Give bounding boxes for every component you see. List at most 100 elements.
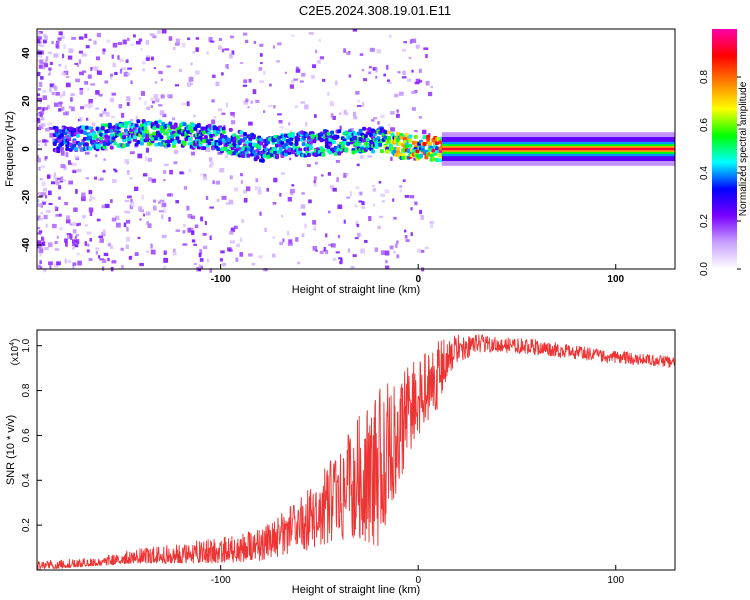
spectrogram-cell	[313, 225, 316, 230]
spectrogram-cell	[329, 103, 335, 107]
spectrogram-cell	[40, 110, 45, 115]
spectrogram-cell	[107, 257, 110, 262]
spectrogram-cell	[216, 198, 220, 202]
spectrogram-cell	[311, 74, 315, 79]
spectrogram-cell	[236, 243, 240, 248]
spectrogram-cell	[149, 33, 155, 37]
spectrogram-cell	[209, 235, 212, 241]
spectrogram-cell	[209, 40, 215, 43]
spectrogram-cell	[146, 250, 149, 253]
spectrogram-cell	[243, 79, 248, 84]
spectrogram-cell	[79, 87, 84, 90]
spectrogram-cell	[96, 70, 102, 75]
colorbar-ticks: 0.0 0.2 0.4 0.6 0.8	[699, 70, 741, 276]
spectrogram-cell	[100, 126, 105, 131]
spectrogram-cell	[343, 172, 347, 178]
spectrogram-cell	[163, 265, 167, 270]
spectrogram-cell	[72, 140, 77, 145]
spectrogram-cell	[278, 119, 283, 124]
spectrogram-cell	[147, 223, 152, 228]
spectrogram-cell	[305, 121, 308, 127]
spectrogram-cell	[75, 133, 80, 138]
spectrogram-cell	[410, 232, 413, 236]
spectrogram-cell	[301, 192, 305, 195]
spectrogram-cell	[121, 264, 124, 270]
spectrogram-cell	[385, 260, 388, 264]
spectrogram-cell	[140, 48, 143, 51]
spectrogram-cell	[387, 79, 391, 83]
spectrogram-cell	[168, 36, 173, 41]
spectrogram-cell	[51, 92, 55, 96]
spectrogram-cell	[129, 204, 133, 210]
spectrogram-cell	[425, 54, 428, 59]
spectrogram-cell	[48, 202, 53, 206]
spectrogram-cell	[37, 107, 42, 110]
spectrogram-cell	[229, 175, 233, 180]
spectrogram-cell	[297, 261, 301, 265]
spectrogram-cell	[159, 199, 165, 202]
spectrogram-cell	[49, 83, 55, 88]
spectrogram-cell	[88, 146, 93, 151]
spectrogram-cell	[241, 153, 246, 158]
spectrogram-cell	[202, 245, 208, 250]
spectrogram-cell	[124, 159, 129, 164]
spectrogram-cell	[191, 215, 196, 220]
spectrogram-cell	[307, 153, 312, 158]
spectrogram-cell	[161, 214, 164, 220]
spectrogram-cell	[357, 99, 360, 103]
spectrogram-cell	[335, 160, 340, 163]
spectrogram-cell	[136, 140, 141, 145]
spectrogram-cell	[78, 50, 83, 54]
spectrogram-cell	[219, 168, 225, 173]
spectrogram-cell	[111, 92, 117, 96]
spectrogram-cell	[40, 165, 46, 168]
spectrogram-cell	[281, 172, 285, 175]
spectrogram-cell	[384, 250, 390, 256]
spectrogram-cell	[235, 257, 239, 262]
spectrogram-cell	[65, 215, 70, 221]
spectrogram-cell	[399, 135, 404, 140]
spectrogram-cell	[413, 134, 418, 139]
spectrogram-cell	[302, 139, 307, 142]
spectrogram-cell	[49, 88, 52, 93]
spectrogram-cell	[286, 230, 290, 236]
spectrogram-cell	[61, 72, 67, 76]
spectrogram-cell	[38, 31, 41, 37]
colorbar-tick-label: 0.6	[699, 118, 710, 132]
spectrogram-cell	[263, 70, 266, 76]
spectrogram-cell	[420, 214, 425, 220]
spectrogram-cell	[188, 76, 194, 82]
spectrogram-cell	[369, 139, 374, 144]
spectrogram-cell	[179, 171, 184, 175]
spectrogram-cell	[247, 106, 250, 109]
spectrogram-cell	[193, 262, 197, 266]
spectrogram-cell	[58, 63, 62, 67]
spectrogram-cell	[110, 245, 114, 250]
spectrogram-cell	[162, 113, 167, 118]
spectrogram-cell	[56, 149, 61, 154]
spectrogram-cell	[75, 156, 80, 161]
spectrogram-cell	[161, 121, 166, 126]
spectrogram-cell	[229, 53, 233, 59]
spectrogram-cell	[93, 134, 98, 139]
spectrogram-cell	[53, 175, 57, 180]
spectrogram-cell	[83, 130, 88, 135]
spectrogram-cell	[44, 246, 49, 251]
spectrogram-cell	[273, 177, 278, 183]
spectrogram-cell	[332, 257, 337, 261]
spectrogram-cell	[137, 153, 143, 159]
spectrogram-cell	[70, 93, 75, 97]
spectrogram-cell	[76, 64, 80, 67]
spectrogram-cell	[126, 236, 130, 242]
spectrogram-cell	[72, 170, 77, 174]
spectrogram-cell	[113, 168, 117, 171]
spectrogram-cell	[48, 67, 52, 71]
spectrogram-cell	[287, 197, 292, 202]
spectrogram-cell	[71, 162, 77, 167]
spectrogram-cell	[114, 71, 118, 76]
colorbar-label: Normalized spectral amplitude	[738, 81, 749, 216]
spectrogram-cell	[82, 70, 87, 73]
spectrogram-cell	[435, 146, 440, 151]
spectrogram-cell	[319, 250, 324, 255]
spectrogram-cell	[228, 199, 234, 205]
